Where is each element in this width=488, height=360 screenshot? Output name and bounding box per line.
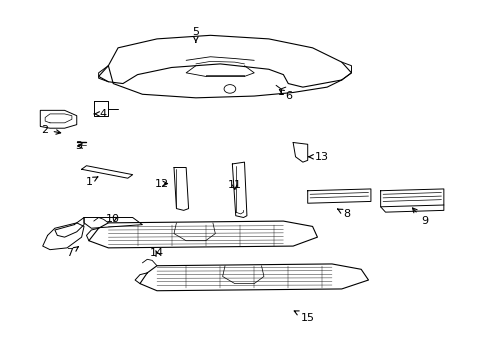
Text: 5: 5	[192, 27, 199, 42]
Text: 13: 13	[308, 152, 328, 162]
Text: 3: 3	[76, 141, 82, 151]
Text: 9: 9	[412, 208, 427, 226]
Text: 14: 14	[150, 248, 163, 258]
Text: 8: 8	[337, 209, 349, 219]
Text: 15: 15	[294, 311, 314, 323]
Text: 7: 7	[66, 247, 78, 258]
Text: 1: 1	[85, 177, 98, 187]
Text: 12: 12	[155, 179, 168, 189]
Text: 11: 11	[227, 180, 241, 190]
Text: 10: 10	[106, 214, 120, 224]
Text: 2: 2	[41, 125, 61, 135]
Text: 4: 4	[94, 109, 107, 119]
Text: 6: 6	[279, 90, 291, 101]
